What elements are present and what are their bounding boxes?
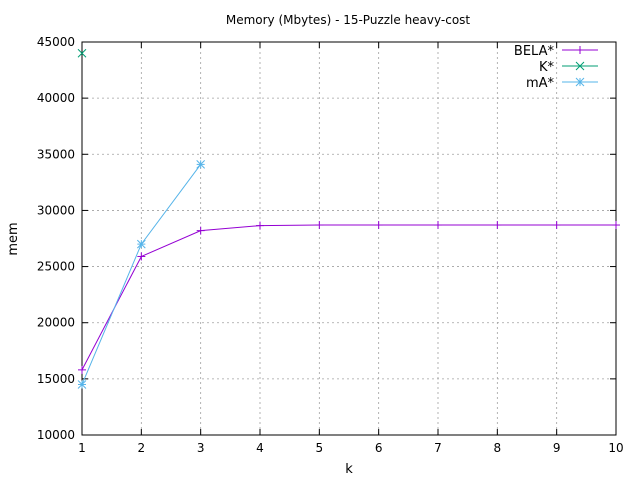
series xyxy=(77,48,620,389)
data-point-marker xyxy=(552,221,561,230)
data-point-marker xyxy=(77,380,87,389)
x-tick-label: 3 xyxy=(197,441,205,455)
legend: BELA*K*mA* xyxy=(514,44,598,91)
data-point-marker xyxy=(78,365,86,374)
legend-entry: BELA* xyxy=(514,44,598,59)
grid xyxy=(82,42,616,435)
y-tick-label: 25000 xyxy=(37,260,75,274)
x-tick-label: 7 xyxy=(434,441,442,455)
y-tick-label: 20000 xyxy=(37,316,75,330)
y-tick-label: 30000 xyxy=(37,203,75,217)
x-tick-label: 2 xyxy=(138,441,146,455)
data-point-marker xyxy=(575,61,585,71)
data-point-marker xyxy=(196,160,206,169)
data-point-marker xyxy=(137,252,146,261)
series-k xyxy=(77,48,87,58)
x-tick-label: 5 xyxy=(316,441,324,455)
data-point-marker xyxy=(315,221,324,230)
data-point-marker xyxy=(77,48,87,58)
y-tick-label: 35000 xyxy=(37,147,75,161)
x-tick-label: 1 xyxy=(78,441,86,455)
plot-frame xyxy=(81,41,617,436)
data-point-marker xyxy=(493,221,502,230)
axis-ticks: 10000 15000 20000 25000 30000 35000 40000 45000… xyxy=(37,35,624,455)
chart-title: Memory (Mbytes) - 15-Puzzle heavy-cost xyxy=(226,13,471,27)
data-point-marker xyxy=(576,46,584,54)
legend-label: K* xyxy=(539,60,555,75)
legend-label: BELA* xyxy=(514,44,555,59)
data-point-marker xyxy=(374,221,383,230)
x-tick-label: 9 xyxy=(553,441,561,455)
legend-label: mA* xyxy=(526,76,555,91)
x-tick-label: 6 xyxy=(375,441,383,455)
y-tick-label: 15000 xyxy=(37,372,75,386)
data-point-marker xyxy=(612,221,620,230)
data-point-marker xyxy=(256,221,264,230)
series-ma xyxy=(77,160,206,389)
legend-entry: mA* xyxy=(526,76,598,91)
x-tick-label: 8 xyxy=(494,441,502,455)
series-line xyxy=(81,224,616,371)
y-axis-label: mem xyxy=(6,222,21,255)
legend-entry: K* xyxy=(539,60,598,75)
data-point-marker xyxy=(434,221,442,230)
y-tick-label: 40000 xyxy=(37,91,75,105)
y-tick-label: 10000 xyxy=(37,428,75,442)
x-tick-label: 4 xyxy=(256,441,264,455)
x-axis-label: k xyxy=(345,462,353,477)
x-tick-label: 10 xyxy=(608,441,623,455)
data-point-marker xyxy=(196,226,205,235)
data-point-marker xyxy=(575,77,585,87)
y-tick-label: 45000 xyxy=(37,35,75,49)
data-point-marker xyxy=(136,239,146,249)
series-bela xyxy=(78,221,620,374)
